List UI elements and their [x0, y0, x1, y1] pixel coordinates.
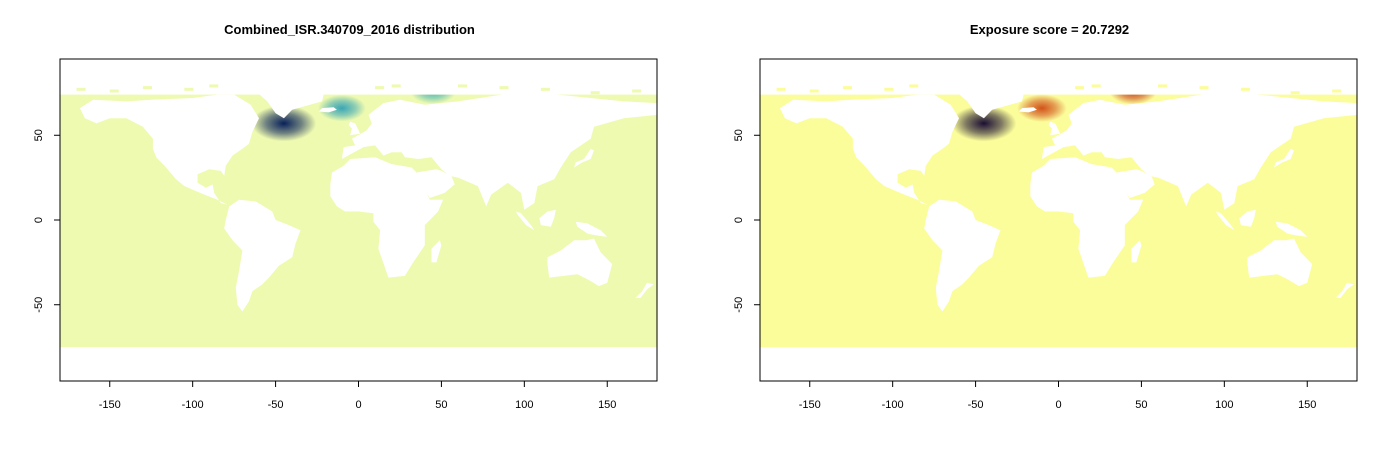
y-tick-label: -50	[33, 297, 45, 313]
y-tick-label: 0	[733, 217, 745, 223]
land-layer	[79, 79, 657, 312]
arctic-patch	[76, 87, 86, 91]
arctic-patches	[76, 84, 642, 95]
land-australia	[547, 238, 613, 287]
arctic-patch	[1075, 86, 1085, 90]
arctic-patch	[184, 87, 194, 91]
land-sumatra	[516, 211, 535, 231]
hotspot	[411, 94, 456, 104]
arctic-patch	[1199, 86, 1209, 90]
land-eurasia	[1041, 91, 1357, 210]
arctic-patch	[809, 89, 819, 93]
land-sumatra	[1216, 211, 1235, 231]
y-tick-label: 0	[33, 217, 45, 223]
land-new-guinea	[1275, 221, 1308, 237]
arctic-patch	[458, 84, 467, 88]
x-tick-label: 150	[1298, 399, 1316, 411]
land-new-zealand	[1335, 282, 1354, 298]
x-tick-label: 100	[515, 399, 533, 411]
distribution-map-plot: -150 -100 -50 0 50 100 150 -50 0 50	[33, 58, 658, 411]
x-tick-label: -50	[968, 399, 984, 411]
land-new-zealand	[635, 282, 654, 298]
land-iceland	[1018, 107, 1037, 113]
arctic-patch	[842, 86, 852, 90]
x-tick-label: -150	[99, 399, 121, 411]
arctic-patch	[540, 87, 550, 91]
hotspot	[1017, 94, 1067, 122]
x-tick-label: -50	[268, 399, 284, 411]
land-africa	[330, 157, 444, 278]
land-japan	[1274, 148, 1294, 168]
x-tick-label: 150	[598, 399, 616, 411]
hotspot	[951, 105, 1017, 142]
land-japan	[574, 148, 594, 168]
land-iceland	[318, 107, 337, 113]
arctic-patch	[109, 89, 119, 93]
y-tick-label: 50	[33, 129, 45, 141]
land-layer	[779, 79, 1357, 312]
arctic-patch	[1091, 84, 1101, 88]
land-borneo	[539, 209, 556, 227]
land-madagascar	[431, 240, 442, 263]
hotspot	[318, 94, 366, 122]
land-south-america	[924, 199, 1001, 312]
land-borneo	[1239, 209, 1256, 227]
x-tick-label: 50	[1135, 399, 1147, 411]
land-madagascar	[1131, 240, 1142, 263]
chart-title: Exposure score = 20.7292	[969, 22, 1130, 37]
land-greenland	[937, 79, 1026, 119]
arctic-patch	[1290, 91, 1300, 95]
y-tick-label: 50	[733, 129, 745, 141]
arctic-patch	[632, 89, 642, 93]
land-arabia	[1116, 169, 1155, 198]
land-australia	[1247, 238, 1313, 287]
x-tick-label: 100	[1215, 399, 1233, 411]
arctic-patch	[1240, 87, 1250, 91]
land-north-america	[779, 94, 959, 205]
hotspot	[1110, 94, 1157, 105]
chart-title: Combined_ISR.340709_2016 distribution	[224, 22, 475, 37]
arctic-patch	[884, 87, 894, 91]
land-south-america	[224, 199, 301, 312]
x-tick-label: 0	[355, 399, 361, 411]
arctic-patch	[590, 91, 600, 95]
hotspot-layer	[251, 94, 456, 142]
arctic-patch	[499, 86, 509, 90]
arctic-patch	[1332, 89, 1342, 93]
arctic-patch	[909, 84, 919, 88]
exposure-map-panel: Exposure score = 20.7292 -150 -100 -50 0 50 1…	[700, 0, 1399, 455]
land-africa	[1030, 157, 1144, 278]
x-tick-label: -100	[182, 399, 204, 411]
arctic-patch	[1158, 84, 1167, 88]
land-arabia	[416, 169, 455, 198]
land-great-britain	[348, 121, 361, 136]
arctic-patches	[776, 84, 1342, 95]
hotspot-layer	[951, 94, 1157, 142]
x-tick-label: -150	[799, 399, 821, 411]
exposure-map-plot: -150 -100 -50 0 50 100 150 -50 0 50	[733, 58, 1358, 411]
x-tick-label: 50	[435, 399, 447, 411]
land-great-britain	[1048, 121, 1061, 136]
hotspot	[251, 105, 317, 142]
land-new-guinea	[575, 221, 608, 237]
land-eurasia	[341, 91, 657, 210]
x-tick-label: -100	[882, 399, 904, 411]
distribution-map-panel: Combined_ISR.340709_2016 distribution -1…	[0, 0, 699, 455]
arctic-patch	[391, 84, 401, 88]
arctic-patch	[209, 84, 219, 88]
land-greenland	[237, 79, 326, 119]
arctic-patch	[142, 86, 152, 90]
arctic-patch	[375, 86, 385, 90]
x-tick-label: 0	[1055, 399, 1061, 411]
land-north-america	[79, 94, 260, 205]
arctic-patch	[776, 87, 786, 91]
y-tick-label: -50	[733, 297, 745, 313]
